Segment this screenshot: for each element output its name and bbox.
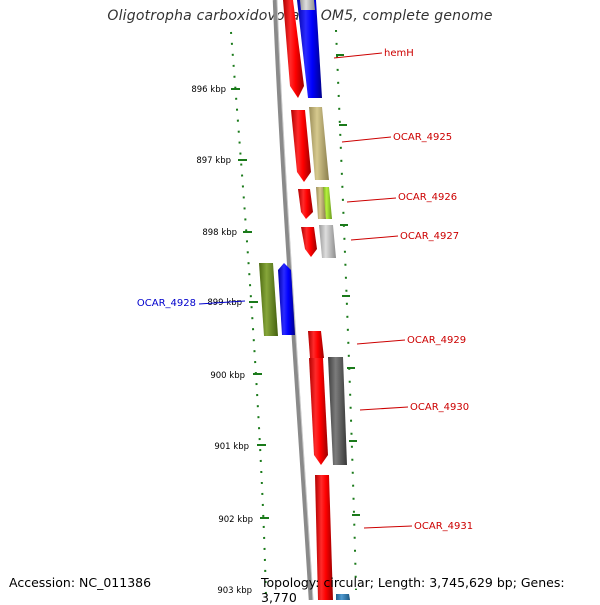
feature-cds-6 [308,331,347,465]
feature-cds-7 [315,475,350,600]
gene-label-OCAR_4925: OCAR_4925 [393,132,452,143]
ruler-label-902: 902 kbp [218,515,253,525]
leader-OCAR_4928 [198,300,246,305]
gene-label-OCAR_4926: OCAR_4926 [398,192,457,203]
feature-cds-5 [259,263,295,336]
ruler-label-898: 898 kbp [202,228,237,238]
gene-label-OCAR_4928: OCAR_4928 [137,298,196,309]
gene-label-OCAR_4929: OCAR_4929 [407,335,466,346]
leader-OCAR_4930 [359,406,409,411]
ruler-label-900: 900 kbp [210,371,245,381]
feature-cds-4 [301,225,336,258]
topology-summary: Topology: circular; Length: 3,745,629 bp… [261,575,565,605]
leader-OCAR_4927 [350,235,399,241]
accession-text: Accession: NC_011386 [9,575,152,590]
ruler-label-903: 903 kbp [217,586,252,596]
outer-ticks [336,54,360,516]
gene-label-hemH: hemH [384,48,414,59]
leader-OCAR_4926 [346,197,397,203]
leader-OCAR_4931 [363,525,413,529]
ruler-label-901: 901 kbp [214,442,249,452]
leader-OCAR_4925 [341,136,392,143]
ruler-label-899: 899 kbp [207,298,242,308]
feature-cds-3 [298,187,332,219]
leader-hemH [333,52,383,59]
feature-cds-2 [291,107,329,182]
ruler-ticks [231,88,269,519]
outer-dotted-line [335,29,357,591]
feature-cds-1 [283,0,322,98]
leader-OCAR_4929 [356,339,406,345]
ruler-label-897: 897 kbp [196,156,231,166]
gene-label-OCAR_4930: OCAR_4930 [410,402,469,413]
gene-label-OCAR_4927: OCAR_4927 [400,231,459,242]
ruler-label-896: 896 kbp [191,85,226,95]
gene-label-OCAR_4931: OCAR_4931 [414,521,473,532]
